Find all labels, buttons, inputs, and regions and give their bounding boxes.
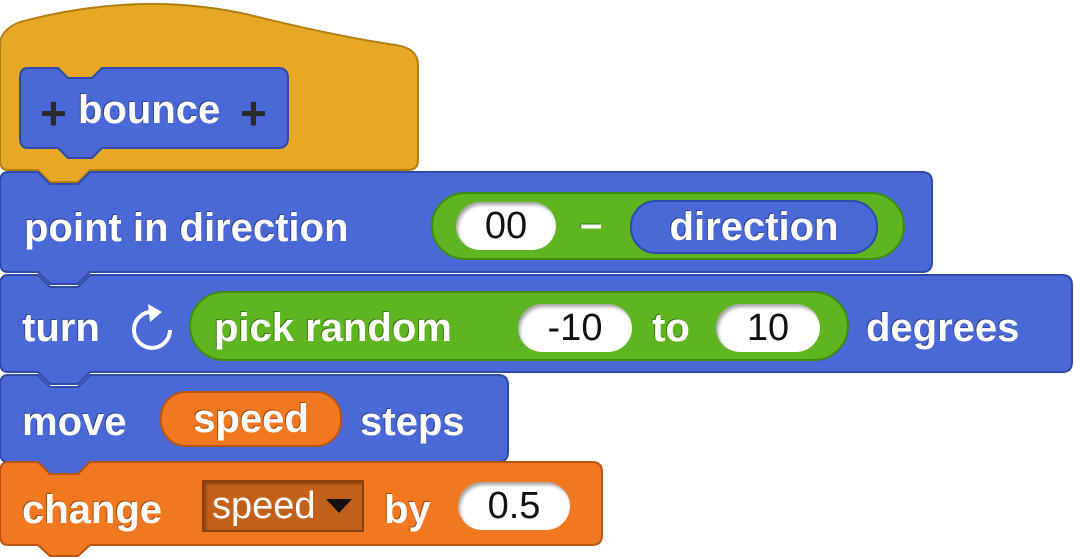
to-label: to — [652, 306, 690, 350]
change-amount-input[interactable]: 0.5 — [458, 482, 570, 530]
degrees-label: degrees — [866, 306, 1020, 350]
prototype-plus-right[interactable]: + — [240, 87, 267, 139]
direction-reporter[interactable]: direction — [630, 200, 878, 254]
random-from-input[interactable]: -10 — [518, 304, 632, 352]
variable-dropdown[interactable]: speed — [202, 480, 364, 532]
random-to-input[interactable]: 10 — [716, 304, 820, 352]
dropdown-arrow-icon[interactable] — [325, 499, 352, 513]
by-label: by — [384, 488, 431, 532]
turn-label: turn — [22, 306, 100, 350]
move-label: move — [22, 400, 127, 444]
prototype-block[interactable] — [19, 67, 289, 159]
minus-operator-label: – — [580, 202, 603, 246]
direction-number-input[interactable]: 00 — [456, 202, 556, 250]
pick-random-label: pick random — [214, 306, 452, 350]
change-label: change — [22, 488, 163, 532]
point-in-direction-label: point in direction — [24, 206, 349, 250]
rotate-clockwise-icon — [132, 304, 172, 350]
prototype-name: bounce — [78, 88, 221, 132]
prototype-plus-left[interactable]: + — [40, 87, 67, 139]
variable-dropdown-value: speed — [212, 485, 316, 527]
steps-label: steps — [360, 400, 465, 444]
speed-reporter[interactable]: speed — [160, 391, 342, 447]
